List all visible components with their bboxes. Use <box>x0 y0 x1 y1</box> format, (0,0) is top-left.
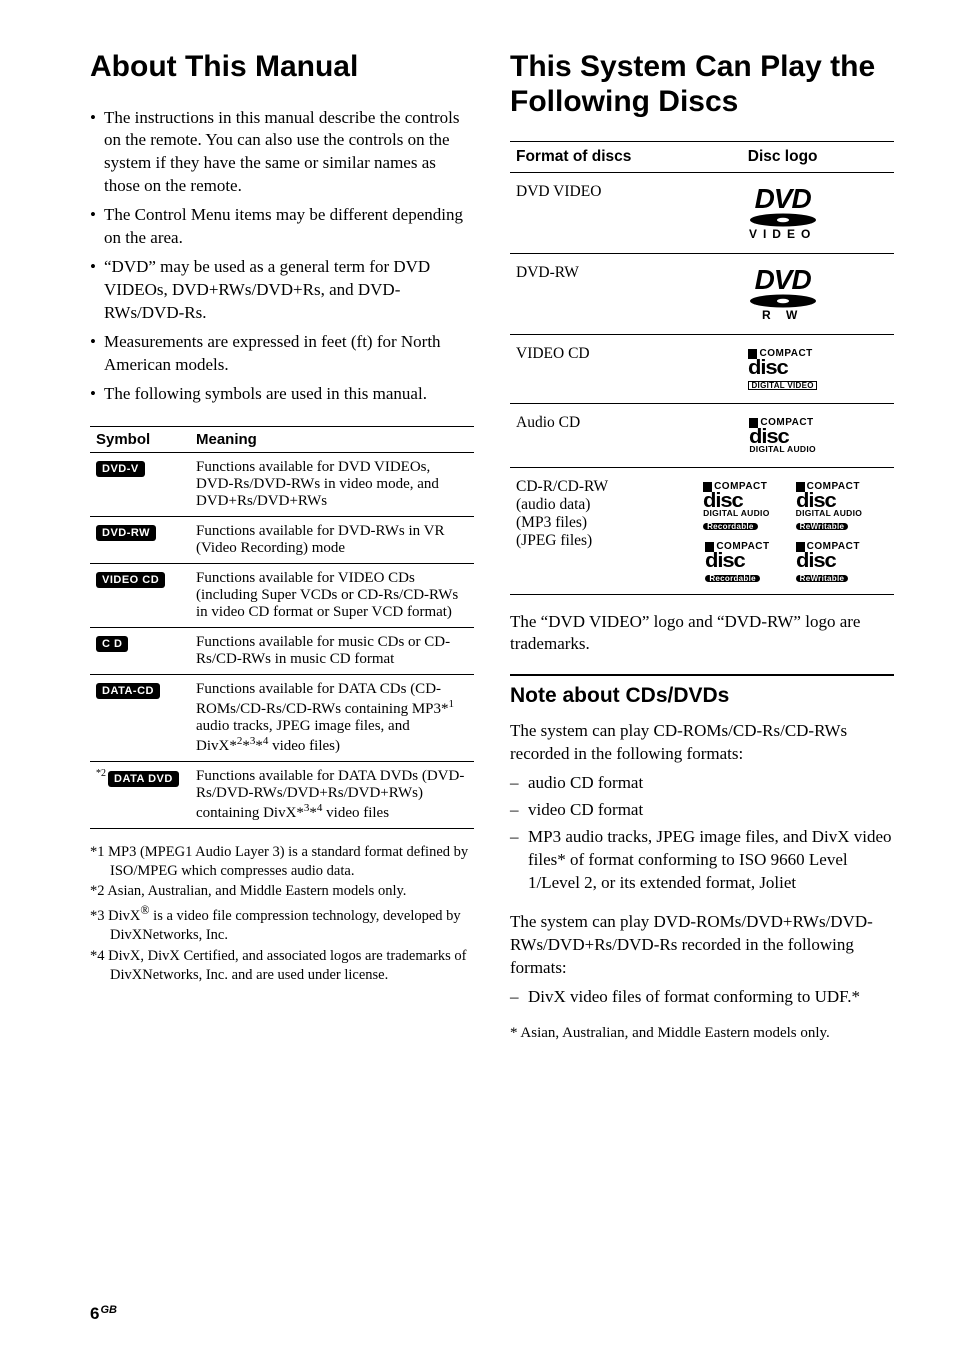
th-meaning: Meaning <box>190 426 474 452</box>
para-dvd-formats: The system can play DVD-ROMs/DVD+RWs/DVD… <box>510 911 894 980</box>
meaning-cell: Functions available for DATA CDs (CD-ROM… <box>190 674 474 761</box>
bullet-item: “DVD” may be used as a general term for … <box>90 256 474 325</box>
para-cd-formats: The system can play CD-ROMs/CD-Rs/CD-RWs… <box>510 720 894 766</box>
th-symbol: Symbol <box>90 426 190 452</box>
right-column: This System Can Play the Following Discs… <box>510 50 894 1042</box>
compact-disc-logo-icon: COMPACT dіѕс DIGITAL VIDEO <box>748 345 816 391</box>
left-column: About This Manual The instructions in th… <box>90 50 474 1042</box>
meaning-cell: Functions available for VIDEO CDs (inclu… <box>190 563 474 627</box>
symbol-meaning-table: Symbol Meaning DVD-V Functions available … <box>90 426 474 829</box>
meaning-cell: Functions available for DVD VIDEOs, DVD-… <box>190 452 474 516</box>
format-cell: VIDEO CD <box>510 335 671 404</box>
format-cell: Audio CD <box>510 404 671 468</box>
dvd-format-list: DivX video files of format conforming to… <box>510 986 894 1009</box>
footnotes-block: *1 MP3 (MPEG1 Audio Layer 3) is a standa… <box>90 843 474 985</box>
trademark-note: The “DVD VIDEO” logo and “DVD-RW” logo a… <box>510 611 894 657</box>
th-format: Format of discs <box>510 142 671 173</box>
format-cell: DVD VIDEO <box>510 173 671 254</box>
compact-disc-logo-icon: COMPACT dіѕс ReWritable <box>796 538 860 584</box>
badge-superscript: *2 <box>96 768 106 779</box>
cd-format-list: audio CD format video CD format MP3 audi… <box>510 772 894 895</box>
format-cell: CD-R/CD-RW (audio data) (MP3 files) (JPE… <box>510 468 671 595</box>
two-column-layout: About This Manual The instructions in th… <box>90 50 894 1042</box>
bullet-item: The following symbols are used in this m… <box>90 383 474 406</box>
list-item: video CD format <box>510 799 894 822</box>
compact-logo-grid: COMPACT dіѕс DIGITAL AUDIO Recordable CO… <box>677 478 888 584</box>
disc-format-table: Format of discs Disc logo DVD VIDEO DVD … <box>510 141 894 595</box>
th-disc-logo: Disc logo <box>671 142 894 173</box>
symbol-badge: VIDEO CD <box>96 572 165 588</box>
symbol-badge: DVD-RW <box>96 525 156 541</box>
page-number-value: 6 <box>90 1304 99 1323</box>
page-region: GB <box>100 1304 117 1316</box>
bullet-item: The instructions in this manual describe… <box>90 107 474 199</box>
logo-cell: COMPACT dіѕс DIGITAL AUDIO <box>671 404 894 468</box>
compact-disc-logo-icon: COMPACT dіѕс DIGITAL AUDIO Recordable <box>703 478 770 532</box>
subheading-note-cds-dvds: Note about CDs/DVDs <box>510 674 894 708</box>
list-item: MP3 audio tracks, JPEG image files, and … <box>510 826 894 895</box>
symbol-badge: C D <box>96 636 128 652</box>
footnote-line: *2 Asian, Australian, and Middle Eastern… <box>90 882 474 901</box>
intro-bullet-list: The instructions in this manual describe… <box>90 107 474 406</box>
heading-about-this-manual: About This Manual <box>90 50 474 85</box>
dvd-logo-icon: DVD R W <box>748 264 818 322</box>
symbol-badge: DATA DVD <box>108 771 179 787</box>
meaning-cell: Functions available for DVD-RWs in VR (V… <box>190 516 474 563</box>
heading-playable-discs: This System Can Play the Following Discs <box>510 50 894 119</box>
footnote-line: *4 DivX, DivX Certified, and associated … <box>90 947 474 985</box>
meaning-cell: Functions available for music CDs or CD-… <box>190 627 474 674</box>
meaning-cell: Functions available for DATA DVDs (DVD-R… <box>190 761 474 828</box>
bullet-item: Measurements are expressed in feet (ft) … <box>90 331 474 377</box>
logo-cell: DVD VIDEO <box>671 173 894 254</box>
list-item: audio CD format <box>510 772 894 795</box>
compact-disc-logo-icon: COMPACT dіѕс Recordable <box>705 538 769 584</box>
bullet-item: The Control Menu items may be different … <box>90 204 474 250</box>
compact-disc-logo-icon: COMPACT dіѕс DIGITAL AUDIO ReWritable <box>796 478 863 532</box>
logo-cell: DVD R W <box>671 254 894 335</box>
format-cell: DVD-RW <box>510 254 671 335</box>
footnote-line: *1 MP3 (MPEG1 Audio Layer 3) is a standa… <box>90 843 474 881</box>
asterisk-footnote: * Asian, Australian, and Middle Eastern … <box>510 1025 894 1042</box>
footnote-line: *3 DivX® is a video file compression tec… <box>90 903 474 945</box>
compact-disc-logo-icon: COMPACT dіѕс DIGITAL AUDIO <box>749 414 816 454</box>
page-number: 6GB <box>90 1304 117 1324</box>
symbol-badge: DATA-CD <box>96 683 160 699</box>
list-item: DivX video files of format conforming to… <box>510 986 894 1009</box>
logo-cell: COMPACT dіѕс DIGITAL AUDIO Recordable CO… <box>671 468 894 595</box>
logo-cell: COMPACT dіѕс DIGITAL VIDEO <box>671 335 894 404</box>
symbol-badge: DVD-V <box>96 461 145 477</box>
dvd-logo-icon: DVD VIDEO <box>748 183 818 241</box>
